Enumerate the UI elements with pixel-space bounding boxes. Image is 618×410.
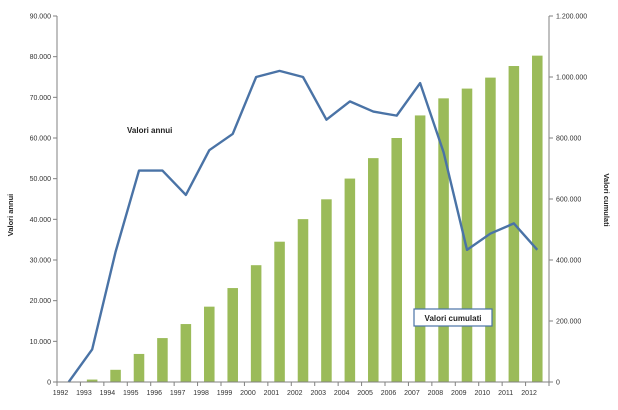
right-axis-title: Valori cumulati xyxy=(602,173,611,226)
right-tick-label: 1.200.000 xyxy=(556,14,587,21)
right-tick-label: 400.000 xyxy=(556,258,581,265)
x-tick-label-1997: 1997 xyxy=(170,390,186,397)
x-tick-label-2011: 2011 xyxy=(498,390,513,397)
x-tick-label-1999: 1999 xyxy=(217,390,233,397)
left-tick-label: 20.000 xyxy=(30,298,52,305)
bar-2010 xyxy=(485,77,496,383)
bar-1999 xyxy=(227,288,238,382)
bar-1997 xyxy=(180,324,192,382)
bar-2009 xyxy=(461,88,473,382)
x-tick-label-2010: 2010 xyxy=(474,390,490,397)
annotation-valori-cumulati: Valori cumulati xyxy=(425,314,482,323)
left-tick-label: 70.000 xyxy=(30,95,52,102)
x-tick-label-1992: 1992 xyxy=(53,390,69,397)
annotation-valori-cumulati-box xyxy=(413,308,493,327)
x-tick-label-2001: 2001 xyxy=(264,390,280,397)
bar-2002 xyxy=(297,219,309,382)
left-tick-label: 0 xyxy=(47,380,51,387)
x-tick-label-2007: 2007 xyxy=(404,390,420,397)
right-tick-label: 600.000 xyxy=(556,197,581,204)
x-tick-label-1996: 1996 xyxy=(146,390,162,397)
bar-series-valori-cumulati xyxy=(86,55,543,383)
bar-1993 xyxy=(86,379,98,382)
left-tick-label: 50.000 xyxy=(30,176,52,183)
bar-2003 xyxy=(321,199,332,382)
bar-1996 xyxy=(157,338,168,382)
x-tick-label-2004: 2004 xyxy=(334,390,350,397)
x-tick-label-1998: 1998 xyxy=(193,390,209,397)
x-tick-label-2009: 2009 xyxy=(451,390,467,397)
annotation-valori-annui: Valori annui xyxy=(127,126,172,135)
left-tick-label: 40.000 xyxy=(30,217,52,224)
x-axis-ticks: 1992 1993 1994 1995 1996 1997 1998 1999 2000 2001… xyxy=(53,382,550,397)
left-tick-label: 10.000 xyxy=(30,339,52,346)
x-tick-label-2012: 2012 xyxy=(521,390,537,397)
left-tick-label: 80.000 xyxy=(30,54,52,61)
left-tick-label: 90.000 xyxy=(30,14,52,21)
bar-2012 xyxy=(532,55,543,383)
bar-1994 xyxy=(110,369,121,382)
right-tick-label: 800.000 xyxy=(556,136,581,143)
x-tick-label-2006: 2006 xyxy=(381,390,397,397)
left-tick-label: 60.000 xyxy=(30,136,52,143)
left-axis-title: Valori annui xyxy=(6,194,15,237)
x-tick-label-1993: 1993 xyxy=(76,390,92,397)
right-tick-label: 1.000.000 xyxy=(556,75,587,82)
bar-2008 xyxy=(438,98,449,382)
right-tick-label: 0 xyxy=(556,380,560,387)
bar-2000 xyxy=(250,265,262,382)
x-tick-label-2008: 2008 xyxy=(428,390,444,397)
right-tick-label: 200.000 xyxy=(556,319,581,326)
left-tick-label: 30.000 xyxy=(30,258,52,265)
bar-2004 xyxy=(344,178,356,382)
x-tick-label-2002: 2002 xyxy=(287,390,303,397)
bar-1995 xyxy=(133,353,145,382)
bar-2001 xyxy=(274,241,285,382)
x-tick-label-2000: 2000 xyxy=(240,390,256,397)
line-series-valori-annui xyxy=(67,69,539,383)
bar-2005 xyxy=(368,158,379,382)
right-axis-ticks: 0 200.000 400.000 600.000 800.000 1.000.000 1.… xyxy=(549,14,587,387)
x-tick-label-2005: 2005 xyxy=(357,390,373,397)
bar-2006 xyxy=(391,138,402,382)
left-axis-ticks: 0 10.000 20.000 30.000 40.000 50.000 60.000 70.… xyxy=(30,14,57,387)
x-tick-label-1994: 1994 xyxy=(100,390,116,397)
x-tick-label-1995: 1995 xyxy=(123,390,139,397)
bar-2007 xyxy=(414,115,426,383)
bar-1998 xyxy=(204,306,215,382)
x-tick-label-2003: 2003 xyxy=(310,390,326,397)
